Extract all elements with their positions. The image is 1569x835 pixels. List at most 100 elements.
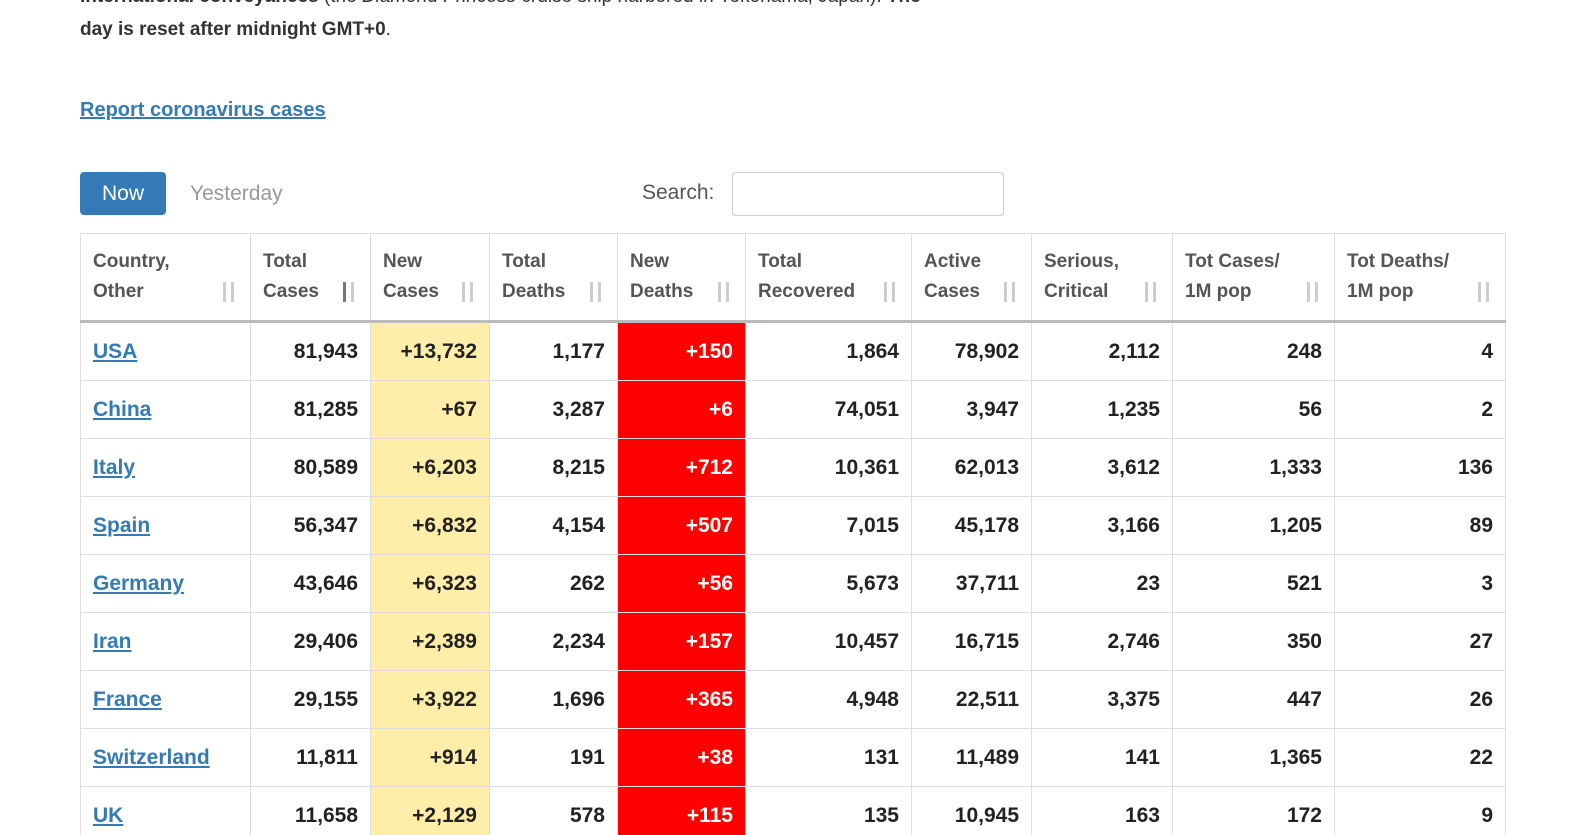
header-line: New xyxy=(630,251,670,272)
header-line: Active xyxy=(924,251,982,272)
sort-icon[interactable] xyxy=(587,282,605,304)
cell: 22 xyxy=(1334,728,1506,787)
sort-icon[interactable] xyxy=(715,282,733,304)
intro-line: International conveyances (the Diamond P… xyxy=(80,0,921,8)
header-line: Cases xyxy=(924,281,980,302)
header-line: Total xyxy=(502,251,546,272)
cell: 1,365 xyxy=(1172,728,1335,787)
cell: France xyxy=(80,670,251,729)
column-header[interactable]: Active Cases xyxy=(911,233,1032,323)
intro-text: International conveyances xyxy=(80,0,319,7)
sort-icon[interactable] xyxy=(1475,282,1493,304)
column-header[interactable]: Country, Other xyxy=(80,233,251,323)
header-line: Tot Cases/ xyxy=(1185,251,1280,272)
cell: USA xyxy=(80,321,251,381)
cell: UK xyxy=(80,786,251,835)
table-row: Iran 29,406 +2,389 2,234 +157 10,457 16,715 2,7… xyxy=(80,612,1506,671)
column-header[interactable]: Tot Cases/1M pop xyxy=(1172,233,1335,323)
cell: 56 xyxy=(1172,380,1335,439)
cell: China xyxy=(80,380,251,439)
table-row: Germany 43,646 +6,323 262 +56 5,673 37,711 23 52… xyxy=(80,554,1506,613)
cell: 350 xyxy=(1172,612,1335,671)
cell: 8,215 xyxy=(489,438,618,497)
intro-text: day is reset after midnight GMT+0 xyxy=(80,19,386,40)
header-line: Serious, xyxy=(1044,251,1119,272)
header-line: Total xyxy=(263,251,307,272)
cell: 248 xyxy=(1172,321,1335,381)
cell: 172 xyxy=(1172,786,1335,835)
sort-icon[interactable] xyxy=(1001,282,1019,304)
sort-icon[interactable] xyxy=(1304,282,1322,304)
cell: 4 xyxy=(1334,321,1506,381)
table-row: France 29,155 +3,922 1,696 +365 4,948 22,511 3,… xyxy=(80,670,1506,729)
cell: +6,203 xyxy=(370,438,490,497)
cell: 74,051 xyxy=(745,380,912,439)
search-input[interactable] xyxy=(732,172,1004,216)
table-row: China 81,285 +67 3,287 +6 74,051 3,947 1,235 56 2 xyxy=(80,380,1506,439)
country-link[interactable]: UK xyxy=(93,803,124,827)
cell: 27 xyxy=(1334,612,1506,671)
cell: +6,323 xyxy=(370,554,490,613)
sort-icon[interactable] xyxy=(881,282,899,304)
cell: Italy xyxy=(80,438,251,497)
cell: 23 xyxy=(1031,554,1173,613)
tab-yesterday[interactable]: Yesterday xyxy=(190,182,283,205)
table-row: Italy 80,589 +6,203 8,215 +712 10,361 62,013 3,… xyxy=(80,438,1506,497)
cell: 2,112 xyxy=(1031,321,1173,381)
tab-now[interactable]: Now xyxy=(80,172,166,215)
data-table: Country, Other Total Cases New Cases Total Deat… xyxy=(80,233,1506,835)
report-link[interactable]: Report coronavirus cases xyxy=(80,99,326,121)
cell: 9 xyxy=(1334,786,1506,835)
cell: Switzerland xyxy=(80,728,251,787)
country-link[interactable]: USA xyxy=(93,339,138,363)
cell: 5,673 xyxy=(745,554,912,613)
header-line: Cases xyxy=(383,281,439,302)
country-link[interactable]: Iran xyxy=(93,629,132,653)
cell: 26 xyxy=(1334,670,1506,729)
column-header[interactable]: Total Deaths xyxy=(489,233,618,323)
column-header[interactable]: New Deaths xyxy=(617,233,746,323)
cell: 3,166 xyxy=(1031,496,1173,555)
cell: 2,234 xyxy=(489,612,618,671)
cell: 3,375 xyxy=(1031,670,1173,729)
table-row: Switzerland 11,811 +914 191 +38 131 11,489 141 1… xyxy=(80,728,1506,787)
header-line: Tot Deaths/ xyxy=(1347,251,1450,272)
column-header[interactable]: Tot Deaths/1M pop xyxy=(1334,233,1506,323)
cell: +712 xyxy=(617,438,746,497)
cell: 10,361 xyxy=(745,438,912,497)
country-link[interactable]: China xyxy=(93,397,152,421)
column-header[interactable]: Total Cases xyxy=(250,233,371,323)
header-line: Deaths xyxy=(502,281,566,302)
column-header[interactable]: Serious, Critical xyxy=(1031,233,1173,323)
country-link[interactable]: Italy xyxy=(93,455,136,479)
cell: 4,154 xyxy=(489,496,618,555)
header-line: Recovered xyxy=(758,281,856,302)
cell: +38 xyxy=(617,728,746,787)
cell: 1,177 xyxy=(489,321,618,381)
cell: 78,902 xyxy=(911,321,1032,381)
cell: 3 xyxy=(1334,554,1506,613)
cell: +6 xyxy=(617,380,746,439)
cell: 131 xyxy=(745,728,912,787)
country-link[interactable]: France xyxy=(93,687,162,711)
cell: 37,711 xyxy=(911,554,1032,613)
cell: 135 xyxy=(745,786,912,835)
country-link[interactable]: Germany xyxy=(93,571,185,595)
sort-icon[interactable] xyxy=(459,282,477,304)
sort-icon[interactable] xyxy=(220,282,238,304)
column-header[interactable]: New Cases xyxy=(370,233,490,323)
cell: 11,489 xyxy=(911,728,1032,787)
header-line: 1M pop xyxy=(1347,281,1414,302)
country-link[interactable]: Spain xyxy=(93,513,151,537)
table-row: USA 81,943 +13,732 1,177 +150 1,864 78,902 2,11… xyxy=(80,321,1506,381)
column-header[interactable]: Total Recovered xyxy=(745,233,912,323)
cell: 1,205 xyxy=(1172,496,1335,555)
cell: 89 xyxy=(1334,496,1506,555)
header-line: 1M pop xyxy=(1185,281,1252,302)
cell: +150 xyxy=(617,321,746,381)
sort-icon[interactable] xyxy=(340,282,358,304)
cell: +13,732 xyxy=(370,321,490,381)
country-link[interactable]: Switzerland xyxy=(93,745,210,769)
cell: +157 xyxy=(617,612,746,671)
sort-icon[interactable] xyxy=(1142,282,1160,304)
